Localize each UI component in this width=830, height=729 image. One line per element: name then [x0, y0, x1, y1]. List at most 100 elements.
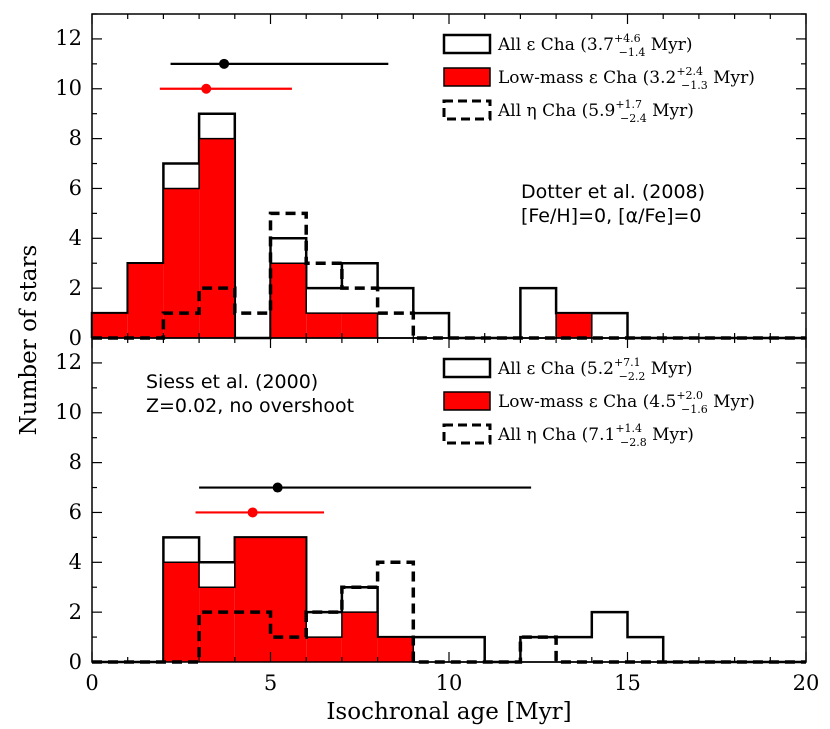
- y-tick-label: 8: [69, 126, 82, 150]
- legend-entry-label: All ε Cha (3.7+4.6 −1.4 Myr): [497, 32, 693, 59]
- open-histogram-bar: [413, 637, 449, 662]
- red-histogram-bar: [163, 188, 200, 338]
- legend-entry-sup: +1.4: [615, 422, 642, 435]
- legend-entry-label: All η Cha (5.9+1.7 −2.4 Myr): [497, 98, 694, 125]
- x-tick-label: 20: [793, 671, 820, 695]
- red-histogram-bar: [556, 313, 592, 338]
- red-histogram-bar: [306, 637, 342, 662]
- red-histogram-bar: [234, 537, 271, 662]
- bottom-legend: All ε Cha (5.2+7.1 −2.2 Myr) Low-mass ε C…: [442, 356, 755, 449]
- legend-entry-label: All η Cha (7.1+1.4 −2.8 Myr): [497, 422, 694, 449]
- legend-swatch-open: [442, 33, 492, 55]
- y-tick-label: 2: [69, 276, 82, 300]
- y-axis-title: Number of stars: [16, 245, 42, 436]
- red-histogram-bar: [306, 313, 342, 338]
- legend-swatch-dashed: [442, 423, 492, 445]
- red-histogram-bar: [270, 537, 307, 662]
- open-histogram-bar: [520, 637, 557, 662]
- red-histogram-bar: [127, 263, 164, 338]
- y-tick-label: 8: [69, 450, 82, 474]
- open-histogram-bar: [556, 637, 592, 662]
- open-histogram-bar: [591, 612, 628, 662]
- y-tick-label: 10: [55, 400, 82, 424]
- legend-entry-sup: +7.1: [614, 356, 641, 369]
- legend-entry-sub: −2.4: [620, 112, 647, 125]
- red-histogram-bar: [270, 263, 307, 338]
- x-tick-label: 0: [85, 671, 98, 695]
- legend-entry-sup: +2.0: [676, 389, 703, 402]
- legend-entry-sub: −1.4: [619, 46, 646, 59]
- open-histogram-bar: [520, 288, 557, 338]
- legend-entry-sup: +4.6: [614, 32, 641, 45]
- legend-entry-unit: Myr): [645, 359, 692, 379]
- red-histogram-bar: [341, 612, 378, 662]
- y-tick-label: 10: [55, 76, 82, 100]
- legend-entry-sub: −1.3: [681, 79, 708, 92]
- legend-entry-sub: −2.2: [619, 370, 646, 383]
- y-tick-label: 12: [55, 350, 82, 374]
- legend-entry-base: All ε Cha (3.7: [497, 35, 614, 55]
- y-tick-label: 2: [69, 600, 82, 624]
- legend-entry-unit: Myr): [645, 35, 692, 55]
- open-histogram-bar: [591, 313, 628, 338]
- legend-entry-sup: +1.7: [615, 98, 642, 111]
- y-tick-label: 6: [69, 500, 82, 524]
- y-tick-label: 0: [69, 650, 82, 674]
- x-axis-title: Isochronal age [Myr]: [326, 699, 571, 725]
- legend-swatch-dashed: [442, 99, 492, 121]
- top-y-tick-labels: 0 2 4 6 8 10 12: [55, 26, 82, 350]
- legend-entry-label: All ε Cha (5.2+7.1 −2.2 Myr): [497, 356, 693, 383]
- legend-entry-sub: −2.8: [620, 436, 647, 449]
- y-tick-label: 12: [55, 26, 82, 50]
- x-tick-label: 5: [264, 671, 277, 695]
- median-marker: [272, 482, 283, 493]
- legend-swatch-open: [442, 357, 492, 379]
- x-tick-label: 15: [614, 671, 641, 695]
- top-annotation-line: Dotter et al. (2008): [521, 181, 705, 203]
- x-tick-labels: 0 5 10 15 20: [85, 671, 819, 695]
- red-histogram-bar: [92, 313, 128, 338]
- top-panel: [90, 13, 807, 340]
- legend-entry-base: All η Cha (7.1: [497, 425, 615, 445]
- open-histogram-bar: [449, 637, 485, 662]
- legend-entry-base: All ε Cha (5.2: [497, 359, 614, 379]
- legend-entry-unit: Myr): [647, 425, 694, 445]
- legend-entry-base: All η Cha (5.9: [497, 101, 615, 121]
- red-histogram-bar: [199, 587, 235, 662]
- legend-swatch-filled: [443, 67, 491, 87]
- bottom-annotation-line: Z=0.02, no overshoot: [146, 395, 354, 417]
- legend-entry-unit: Myr): [647, 101, 694, 121]
- red-histogram-bar: [377, 637, 414, 662]
- legend-swatch-filled: [443, 391, 491, 411]
- y-tick-label: 6: [69, 176, 82, 200]
- open-histogram-bar: [627, 637, 664, 662]
- legend-entry-base: Low-mass ε Cha (3.2: [498, 68, 676, 88]
- median-marker: [247, 507, 258, 518]
- red-histogram-bar: [341, 313, 378, 338]
- open-histogram-outline: [92, 536, 806, 664]
- top-annotation: Dotter et al. (2008) [Fe/H]=0, [α/Fe]=0: [521, 181, 705, 227]
- legend-entry-label: Low-mass ε Cha (4.5+2.0 −1.6 Myr): [498, 389, 755, 416]
- y-tick-label: 4: [69, 550, 82, 574]
- dashed-histogram-outline: [92, 211, 806, 340]
- median-marker: [219, 58, 230, 69]
- x-tick-label: 10: [436, 671, 463, 695]
- top-legend: All ε Cha (3.7+4.6 −1.4 Myr) Low-mass ε C…: [442, 32, 755, 125]
- legend-entry-base: Low-mass ε Cha (4.5: [498, 392, 676, 412]
- legend-entry-label: Low-mass ε Cha (3.2+2.4 −1.3 Myr): [498, 65, 755, 92]
- legend-entry-unit: Myr): [708, 392, 755, 412]
- median-marker: [201, 83, 212, 94]
- open-histogram-bar: [413, 313, 449, 338]
- top-annotation-line: [Fe/H]=0, [α/Fe]=0: [521, 205, 702, 227]
- legend-entry-unit: Myr): [708, 68, 755, 88]
- bottom-y-tick-labels: 0 2 4 6 8 10 12: [55, 350, 82, 674]
- legend-entry-sub: −1.6: [681, 403, 708, 416]
- bottom-annotation-line: Siess et al. (2000): [146, 371, 318, 393]
- red-histogram-bar: [163, 562, 200, 662]
- bottom-panel: [91, 337, 807, 664]
- y-tick-label: 4: [69, 226, 82, 250]
- red-histogram-bar: [199, 138, 235, 338]
- bottom-annotation: Siess et al. (2000) Z=0.02, no overshoot: [146, 371, 354, 417]
- legend-entry-sup: +2.4: [676, 65, 703, 78]
